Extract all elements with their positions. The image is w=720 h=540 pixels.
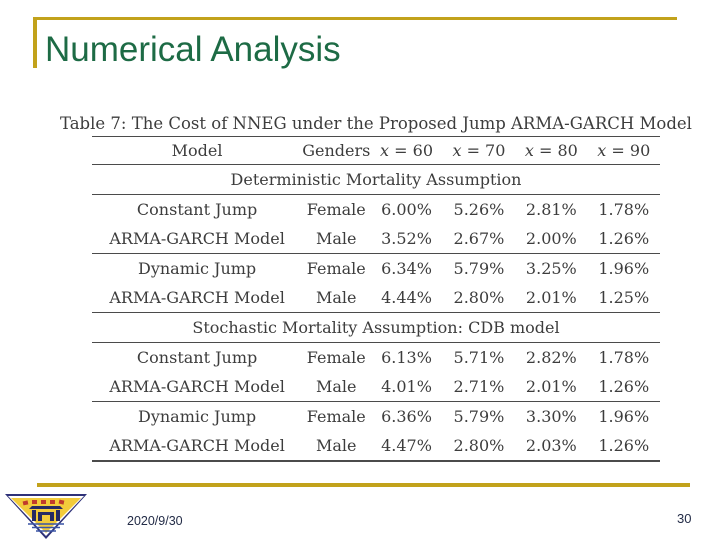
nneg-cost-table: Model Genders x = 60 x = 70 x = 80 x = 9… — [92, 136, 660, 462]
table-row: Dynamic Jump Female 6.36% 5.79% 3.30% 1.… — [92, 401, 660, 431]
col-header-model: Model — [171, 141, 223, 160]
table-row: ARMA-GARCH Model Male 4.01% 2.71% 2.01% … — [109, 377, 650, 396]
col-header-genders: Genders — [302, 141, 371, 160]
page-number: 30 — [677, 511, 692, 526]
table-header-row: Model Genders x = 60 x = 70 x = 80 x = 9… — [92, 137, 660, 165]
table-row: ARMA-GARCH Model Male 4.47% 2.80% 2.03% … — [109, 436, 650, 455]
col-header-x70: x = 70 — [452, 141, 506, 160]
university-seal-logo-icon — [5, 494, 87, 539]
col-header-x80: x = 80 — [524, 141, 578, 160]
table-row: ARMA-GARCH Model Male 3.52% 2.67% 2.00% … — [109, 229, 650, 248]
col-header-x90: x = 90 — [597, 141, 651, 160]
title-accent-line — [33, 17, 677, 20]
table-row: Constant Jump Female 6.13% 5.71% 2.82% 1… — [92, 342, 660, 372]
col-header-x60: x = 60 — [380, 141, 434, 160]
page-title: Numerical Analysis — [45, 30, 341, 69]
table-caption: Table 7: The Cost of NNEG under the Prop… — [60, 114, 692, 133]
section-header-stochastic: Stochastic Mortality Assumption: CDB mod… — [92, 312, 660, 343]
footer-date: 2020/9/30 — [127, 514, 183, 528]
title-accent-bar — [33, 17, 37, 68]
section-header-deterministic: Deterministic Mortality Assumption — [92, 164, 660, 195]
table-row: Constant Jump Female 6.00% 5.26% 2.81% 1… — [92, 194, 660, 224]
results-table-block: Table 7: The Cost of NNEG under the Prop… — [60, 113, 692, 462]
table-row: ARMA-GARCH Model Male 4.44% 2.80% 2.01% … — [109, 288, 650, 307]
table-row: Dynamic Jump Female 6.34% 5.79% 3.25% 1.… — [92, 253, 660, 283]
footer-accent-line — [37, 483, 690, 487]
